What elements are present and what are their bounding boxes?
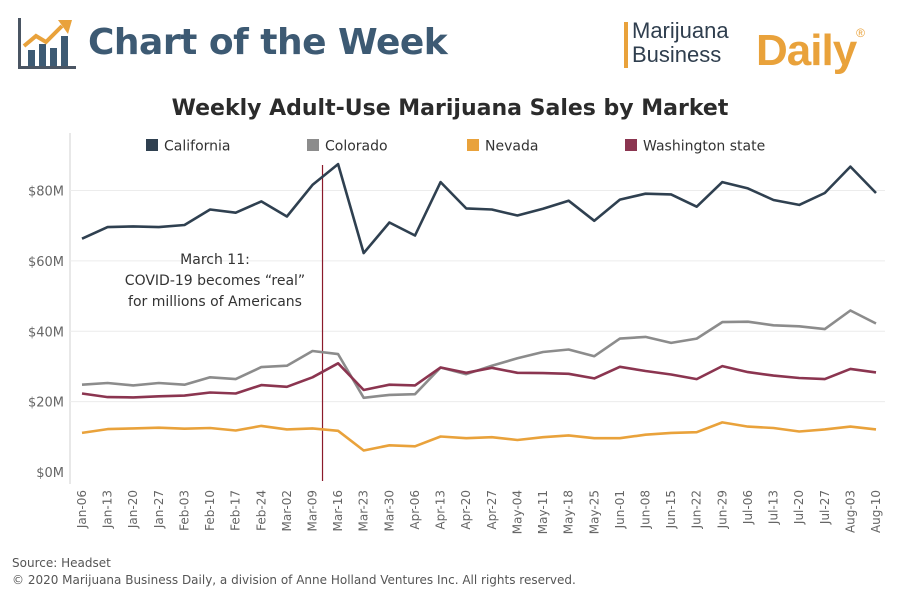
series-line-nevada: [81, 421, 877, 452]
chart-logo-icon: [18, 18, 76, 69]
x-tick-label: May-11: [536, 490, 550, 534]
x-tick-label: Jun-08: [638, 490, 652, 529]
copyright-note: © 2020 Marijuana Business Daily, a divis…: [12, 573, 576, 587]
x-tick-label: Mar-16: [331, 490, 345, 531]
x-tick-label: Feb-24: [254, 490, 268, 531]
brand-registered-mark: ®: [856, 26, 865, 40]
brand-line2: Business: [632, 42, 722, 67]
x-tick-label: May-04: [510, 490, 524, 534]
x-tick-label: Apr-06: [408, 490, 422, 530]
x-tick-label: Jan-20: [126, 490, 140, 529]
brand-bar: [624, 22, 628, 68]
y-tick-label: $40M: [28, 325, 64, 340]
x-tick-label: May-25: [587, 490, 601, 534]
legend-label: Washington state: [643, 139, 765, 155]
page-title: Chart of the Week: [88, 22, 448, 63]
legend-swatch: [146, 139, 158, 151]
x-tick-label: Mar-23: [357, 490, 371, 531]
x-tick-label: Jan-13: [101, 490, 115, 529]
x-tick-label: Feb-03: [177, 490, 191, 531]
series-line-colorado: [81, 309, 877, 400]
brand-logo: Marijuana Business Daily®: [624, 18, 865, 75]
x-tick-label: Mar-02: [280, 490, 294, 531]
annotation-text: COVID-19 becomes “real”: [125, 273, 305, 289]
annotation-text: March 11:: [180, 252, 250, 268]
x-tick-label: Apr-13: [434, 490, 448, 530]
y-tick-label: $0M: [36, 466, 64, 481]
brand-line1: Marijuana: [632, 18, 729, 43]
x-tick-label: Jul-20: [792, 490, 806, 525]
x-tick-label: Aug-10: [869, 490, 883, 533]
y-tick-label: $60M: [28, 255, 64, 270]
x-tick-label: Jun-15: [664, 490, 678, 529]
x-tick-label: Jul-13: [767, 490, 781, 525]
x-tick-label: Jun-01: [613, 490, 627, 529]
x-tick-label: Mar-30: [382, 490, 396, 531]
x-tick-label: Jan-06: [75, 490, 89, 529]
y-tick-label: $20M: [28, 396, 64, 411]
x-tick-label: Jun-22: [690, 490, 704, 529]
y-tick-label: $80M: [28, 185, 64, 200]
legend-label: Colorado: [325, 139, 388, 155]
legend-swatch: [307, 139, 319, 151]
x-tick-label: Jan-27: [152, 490, 166, 529]
brand-daily-text: Daily: [756, 26, 857, 75]
brand-daily: Daily®: [756, 26, 865, 76]
legend-swatch: [467, 139, 479, 151]
x-tick-label: May-18: [562, 490, 576, 534]
x-tick-label: Feb-17: [229, 490, 243, 531]
legend-swatch: [625, 139, 637, 151]
line-chart: $0M $20M $40M $60M $80M Jan-06 Jan-13 Jan-20 Jan…: [28, 133, 885, 534]
x-tick-label: Apr-20: [459, 490, 473, 530]
legend-label: California: [164, 139, 230, 155]
x-tick-label: Jul-06: [741, 490, 755, 525]
source-note: Source: Headset: [12, 556, 111, 570]
x-tick-label: Mar-09: [306, 490, 320, 531]
x-tick-label: Apr-27: [485, 490, 499, 530]
series-line-washington-state: [81, 361, 877, 399]
x-tick-label: Jun-29: [715, 490, 729, 529]
x-tick-label: Jul-27: [818, 490, 832, 525]
legend-label: Nevada: [485, 139, 538, 155]
annotation-text: for millions of Americans: [128, 294, 302, 310]
series-line-california: [81, 162, 877, 255]
x-tick-label: Aug-03: [843, 490, 857, 533]
x-tick-label: Feb-10: [203, 490, 217, 531]
chart-title: Weekly Adult-Use Marijuana Sales by Mark…: [171, 96, 729, 121]
